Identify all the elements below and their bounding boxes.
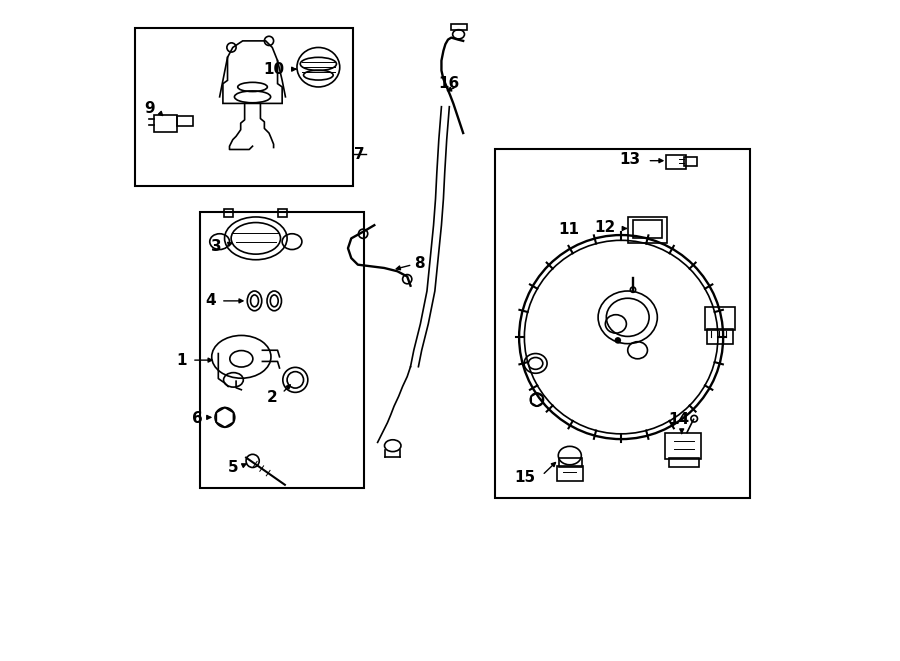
Text: 1: 1 bbox=[176, 352, 186, 368]
Text: 13: 13 bbox=[620, 152, 641, 167]
Bar bbox=[200, 212, 364, 488]
Bar bbox=[135, 28, 353, 186]
Text: 14: 14 bbox=[669, 412, 689, 427]
Bar bbox=[666, 155, 686, 169]
Text: 3: 3 bbox=[211, 239, 221, 254]
Text: 2: 2 bbox=[266, 390, 277, 405]
Bar bbox=[684, 157, 698, 166]
Text: 9: 9 bbox=[145, 100, 155, 116]
Bar bbox=[451, 24, 467, 30]
Text: 11: 11 bbox=[558, 222, 579, 237]
Bar bbox=[665, 432, 701, 459]
Bar bbox=[706, 307, 735, 330]
Bar bbox=[556, 466, 583, 481]
Bar bbox=[633, 220, 662, 239]
Bar bbox=[627, 217, 667, 243]
Text: 4: 4 bbox=[206, 293, 216, 309]
Text: 7: 7 bbox=[354, 147, 364, 161]
Text: 10: 10 bbox=[263, 61, 284, 77]
Circle shape bbox=[615, 337, 621, 344]
Bar bbox=[176, 116, 194, 126]
Bar bbox=[495, 149, 750, 498]
Text: 12: 12 bbox=[595, 219, 616, 235]
Bar bbox=[224, 210, 233, 217]
Text: 16: 16 bbox=[438, 76, 460, 91]
Text: 5: 5 bbox=[228, 460, 238, 475]
Bar bbox=[154, 115, 176, 132]
Text: 8: 8 bbox=[414, 256, 425, 271]
Bar bbox=[706, 329, 733, 344]
Bar bbox=[559, 457, 581, 467]
Text: 15: 15 bbox=[515, 471, 536, 485]
Text: 6: 6 bbox=[193, 410, 203, 426]
Bar bbox=[670, 457, 698, 467]
Bar bbox=[278, 210, 287, 217]
